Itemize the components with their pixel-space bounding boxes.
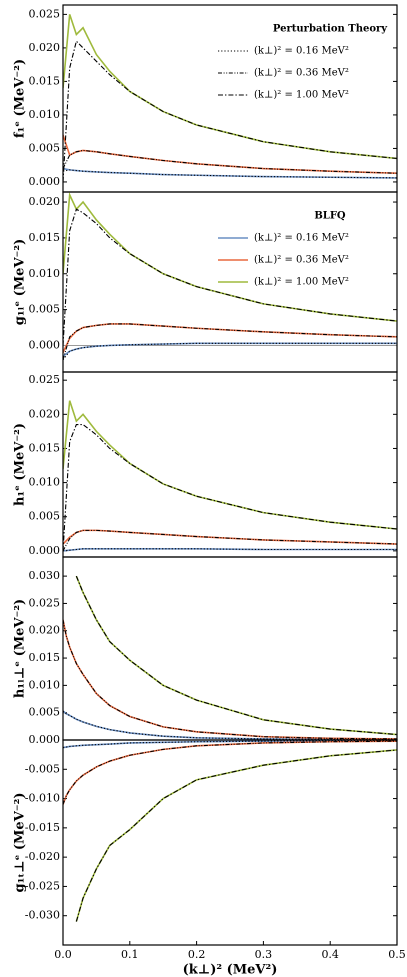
x-axis-label: (k⊥)² (MeV²) <box>183 963 278 977</box>
y-axis-label: f₁ᵉ (MeV⁻²) <box>13 59 28 138</box>
y-tick-label: 0.025 <box>29 373 61 386</box>
y-axis-label: g₁ₗᵉ (MeV⁻²) <box>13 239 28 326</box>
legend-label: (k⊥)² = 1.00 MeV² <box>254 277 349 288</box>
series-line <box>63 424 397 551</box>
y-axis-label: h₁ᵉ (MeV⁻²) <box>13 423 28 506</box>
series-line <box>63 619 397 740</box>
y-tick-label: 0.005 <box>29 141 61 154</box>
x-tick-label: 0.0 <box>54 948 72 961</box>
y-tick-label: 0.000 <box>29 338 61 351</box>
y-tick-label: -0.015 <box>25 821 60 834</box>
y-tick-label: 0.020 <box>29 407 61 420</box>
y-tick-label: 0.020 <box>29 624 61 637</box>
series-line <box>63 548 397 552</box>
y-tick-label: -0.005 <box>25 762 60 775</box>
series-line <box>63 740 397 749</box>
y-tick-label: 0.010 <box>29 476 61 489</box>
series-line <box>75 749 397 922</box>
legend-label: (k⊥)² = 0.16 MeV² <box>254 233 349 244</box>
y-tick-label: 0.005 <box>29 706 61 719</box>
y-tick-label: 0.010 <box>29 267 61 280</box>
series-line <box>63 323 397 353</box>
y-tick-label: 0.020 <box>29 41 61 54</box>
y-tick-label: 0.005 <box>29 510 61 523</box>
panel-frame <box>62 556 398 741</box>
y-tick-label: 0.025 <box>29 596 61 609</box>
series-line <box>63 208 397 346</box>
x-tick-label: 0.4 <box>321 948 339 961</box>
y-tick-label: -0.025 <box>25 879 60 892</box>
y-tick-label: 0.000 <box>29 733 61 746</box>
y-tick-label: 0.030 <box>29 569 61 582</box>
series-line <box>75 575 397 736</box>
y-tick-label: 0.015 <box>29 651 61 664</box>
series-line <box>63 740 397 805</box>
y-tick-label: -0.030 <box>25 909 60 922</box>
legend-label: (k⊥)² = 0.36 MeV² <box>254 255 349 266</box>
y-tick-label: -0.010 <box>25 792 60 805</box>
y-tick-label: 0.015 <box>29 231 61 244</box>
series-line <box>63 400 397 530</box>
legend-title: BLFQ <box>314 211 346 222</box>
series-line <box>63 342 397 361</box>
y-tick-label: 0.020 <box>29 195 61 208</box>
panel-frame <box>62 739 398 946</box>
y-tick-label: -0.020 <box>25 850 60 863</box>
y-axis-label: h₁ₗ⊥ᵉ (MeV⁻²) <box>13 599 28 698</box>
series-line <box>63 710 397 740</box>
plot-area <box>63 192 397 361</box>
y-tick-label: 0.005 <box>29 303 61 316</box>
x-tick-label: 0.5 <box>388 948 406 961</box>
series-line <box>63 710 397 740</box>
panel-frame <box>62 371 398 558</box>
series-line <box>63 167 397 179</box>
legend-label: (k⊥)² = 0.16 MeV² <box>254 46 349 57</box>
y-tick-label: 0.000 <box>29 544 61 557</box>
series-line <box>63 14 397 160</box>
series-line <box>63 323 397 360</box>
x-tick-label: 0.1 <box>121 948 139 961</box>
legend-label: (k⊥)² = 0.36 MeV² <box>254 68 349 79</box>
y-tick-label: 0.010 <box>29 678 61 691</box>
y-tick-label: 0.010 <box>29 108 61 121</box>
plot-area <box>63 14 397 182</box>
series-line <box>63 619 397 740</box>
series-line <box>63 529 397 552</box>
series-line <box>63 192 397 322</box>
series-line <box>63 40 397 182</box>
y-tick-label: 0.015 <box>29 74 61 87</box>
x-tick-label: 0.3 <box>255 948 273 961</box>
series-line <box>75 749 397 922</box>
y-tick-label: 0.000 <box>29 175 61 188</box>
plot-area <box>63 740 397 922</box>
plot-area <box>63 400 397 552</box>
y-tick-label: 0.025 <box>29 7 61 20</box>
y-tick-label: 0.015 <box>29 441 61 454</box>
x-tick-label: 0.2 <box>188 948 206 961</box>
legend-title: Perturbation Theory <box>273 24 388 35</box>
legend-label: (k⊥)² = 1.00 MeV² <box>254 90 349 101</box>
plot-area <box>63 575 397 740</box>
series-line <box>63 169 397 179</box>
y-axis-label: g₁ₜ⊥ᵉ (MeV⁻²) <box>13 793 28 893</box>
series-line <box>63 149 397 174</box>
